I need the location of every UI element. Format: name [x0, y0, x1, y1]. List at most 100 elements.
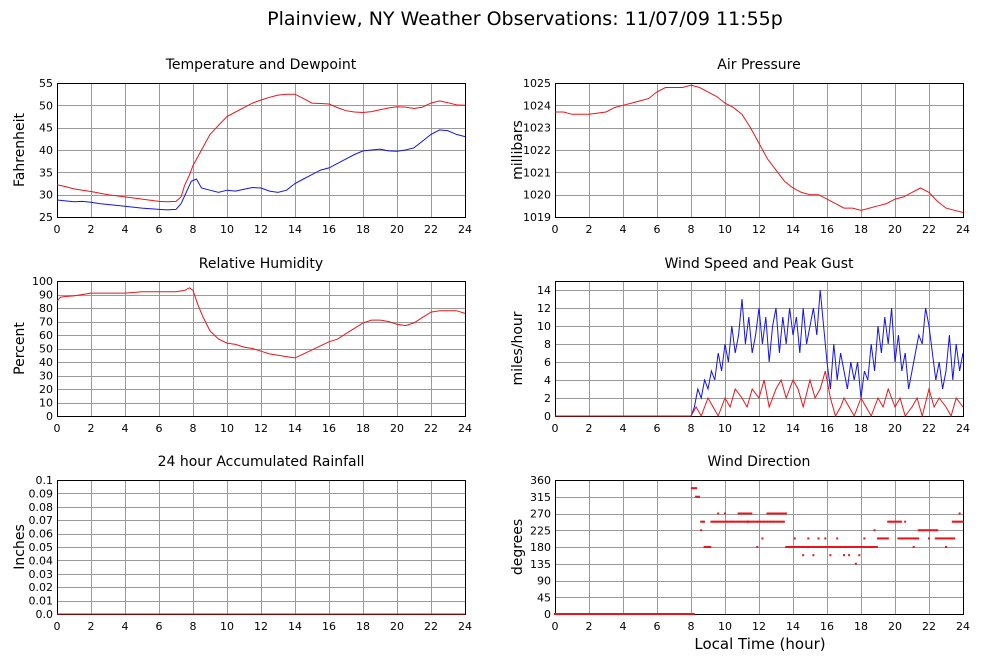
data-point [903, 537, 906, 540]
x-tick-label: 24 [956, 620, 970, 633]
data-point [747, 520, 750, 523]
data-point [576, 613, 579, 615]
data-point [790, 546, 793, 548]
x-tick-label: 16 [322, 620, 336, 633]
data-point [740, 512, 743, 515]
x-tick-label: 16 [322, 223, 336, 236]
data-point [890, 520, 893, 523]
data-point [748, 520, 751, 523]
x-tick-label: 4 [620, 620, 627, 633]
x-tick-label: 8 [190, 422, 197, 435]
chart-title: Relative Humidity [199, 256, 323, 272]
data-point [672, 613, 675, 615]
y-tick-label: 80 [39, 302, 53, 315]
y-tick-label: 50 [39, 99, 53, 112]
x-tick-label: 14 [288, 223, 302, 236]
data-point [817, 537, 820, 540]
x-tick-label: 8 [688, 422, 695, 435]
x-tick-label: 18 [854, 223, 868, 236]
data-point [623, 613, 626, 615]
data-point [641, 613, 644, 615]
data-point [956, 520, 959, 523]
data-point [895, 520, 898, 523]
data-point [695, 495, 698, 498]
data-point [678, 613, 681, 615]
data-point [882, 537, 885, 540]
data-point [853, 546, 856, 548]
data-point [908, 537, 911, 540]
data-point [764, 520, 767, 523]
data-point [789, 546, 792, 548]
x-tick-label: 12 [254, 422, 268, 435]
data-point [924, 529, 927, 532]
data-point [898, 520, 901, 523]
data-point [650, 613, 653, 615]
data-point [751, 520, 754, 523]
y-tick-label: 1019 [523, 211, 551, 224]
data-point [660, 613, 663, 615]
data-point [677, 613, 680, 615]
data-point [597, 613, 600, 615]
x-tick-label: 10 [220, 620, 234, 633]
data-point [912, 537, 915, 540]
data-point [944, 537, 947, 540]
data-point [917, 529, 920, 532]
data-point [566, 613, 569, 615]
y-tick-label: 40 [39, 144, 53, 157]
data-point [904, 537, 907, 540]
data-point [800, 546, 803, 548]
data-point [868, 546, 871, 548]
x-tick-label: 4 [122, 422, 129, 435]
x-tick-label: 0 [54, 223, 61, 236]
data-point [740, 520, 743, 523]
data-point [775, 520, 778, 523]
data-point [655, 613, 658, 615]
plot-frame [57, 281, 466, 417]
series-line-red [555, 84, 964, 213]
data-point [945, 546, 947, 548]
x-tick-label: 2 [586, 422, 593, 435]
data-point [667, 613, 670, 615]
data-point [931, 529, 934, 532]
y-tick-label: 0.08 [29, 501, 54, 514]
data-point [888, 520, 891, 523]
data-point [599, 613, 602, 615]
data-point [838, 546, 841, 548]
x-tick-label: 14 [786, 620, 800, 633]
x-tick-label: 6 [654, 422, 661, 435]
data-point [692, 487, 695, 490]
data-point [820, 546, 823, 548]
data-point [643, 613, 646, 615]
data-point [875, 546, 878, 548]
data-point [844, 546, 847, 548]
data-point [705, 546, 708, 548]
data-point [841, 546, 844, 548]
y-tick-label: 70 [39, 316, 53, 329]
data-point [779, 512, 782, 515]
data-point [885, 537, 888, 540]
chart-title: Air Pressure [717, 57, 800, 73]
y-tick-label: 35 [39, 166, 53, 179]
data-point [857, 546, 860, 548]
data-point [946, 537, 949, 540]
data-point [898, 537, 901, 540]
data-point [953, 537, 956, 540]
y-axis-label: millibars [510, 120, 526, 180]
data-point [633, 613, 636, 615]
x-tick-label: 20 [888, 223, 902, 236]
data-point [773, 520, 776, 523]
data-point [830, 546, 833, 548]
data-point [907, 537, 910, 540]
data-point [750, 512, 753, 515]
data-point [930, 529, 933, 532]
data-point [573, 613, 576, 615]
data-point [863, 546, 866, 548]
y-tick-label: 0 [544, 608, 551, 621]
x-tick-label: 12 [254, 223, 268, 236]
x-tick-label: 4 [122, 223, 129, 236]
data-point [957, 520, 960, 523]
data-point [929, 529, 932, 532]
chart-title: Temperature and Dewpoint [165, 57, 357, 73]
data-point [603, 613, 606, 615]
